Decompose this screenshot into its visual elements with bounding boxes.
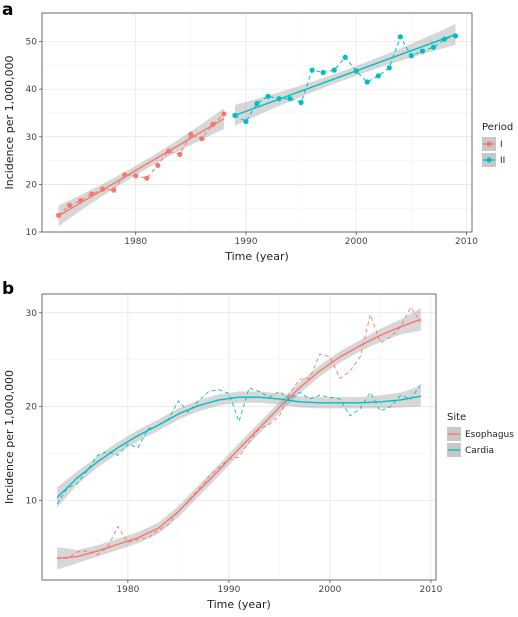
series-ii-point bbox=[397, 34, 403, 40]
y-tick-label: 30 bbox=[26, 309, 38, 319]
plot-area bbox=[56, 306, 422, 570]
series-i-point bbox=[89, 191, 95, 197]
plot-background bbox=[42, 13, 472, 232]
x-tick-label: 1980 bbox=[116, 585, 139, 595]
legend-label: II bbox=[500, 156, 505, 166]
y-tick-label: 30 bbox=[26, 133, 38, 143]
y-axis-title: Incidence per 1,000,000 bbox=[3, 55, 16, 189]
series-ii-point bbox=[254, 100, 260, 107]
plot-background bbox=[42, 294, 436, 580]
series-ii-point bbox=[232, 112, 238, 118]
series-i-point bbox=[122, 172, 128, 178]
series-ii-point bbox=[309, 67, 315, 73]
y-tick-label: 40 bbox=[26, 85, 38, 95]
panel-a-label: a bbox=[2, 0, 13, 20]
series-i-point bbox=[166, 148, 172, 154]
plot-border bbox=[41, 293, 437, 581]
legend-label: I bbox=[500, 140, 503, 150]
legend-title: Site bbox=[447, 412, 466, 423]
y-tick-label: 10 bbox=[26, 228, 38, 238]
plot-area bbox=[55, 23, 459, 227]
series-ii-point bbox=[386, 65, 392, 71]
x-tick-label: 1980 bbox=[124, 237, 147, 247]
x-tick-label: 1990 bbox=[235, 237, 258, 247]
series-i-point bbox=[210, 121, 216, 128]
y-axis-title: Incidence per 1,000,000 bbox=[3, 370, 16, 504]
panel-b-label: b bbox=[2, 279, 14, 299]
series-i-point bbox=[155, 162, 161, 168]
series-ii-point bbox=[353, 68, 359, 74]
series-i-fit-line bbox=[58, 118, 225, 217]
series-i-point bbox=[144, 175, 150, 181]
series-ii-point bbox=[408, 53, 414, 59]
series-ii-point bbox=[265, 93, 271, 99]
x-tick-label: 2000 bbox=[345, 237, 368, 247]
series-i-point bbox=[66, 202, 73, 208]
series-ii-point bbox=[452, 33, 459, 39]
legend-label: Cardia bbox=[465, 446, 494, 456]
x-tick-label: 2000 bbox=[318, 585, 341, 595]
legend-key-ii-point bbox=[486, 157, 492, 163]
y-tick-label: 50 bbox=[26, 38, 38, 48]
series-cardia-smooth-line bbox=[56, 395, 421, 498]
series-i-point bbox=[55, 212, 62, 218]
series-cardia-observed-line bbox=[56, 383, 422, 505]
series-ii-point bbox=[375, 73, 381, 79]
y-tick-label: 20 bbox=[26, 403, 38, 413]
series-ii-point bbox=[298, 99, 304, 106]
series-i-point bbox=[100, 186, 106, 192]
y-tick-label: 10 bbox=[26, 496, 38, 506]
series-ii-point bbox=[276, 96, 282, 102]
series-ii-point bbox=[243, 118, 249, 125]
series-ii-point bbox=[430, 44, 437, 50]
series-i-point bbox=[221, 111, 227, 117]
x-tick-label: 2010 bbox=[419, 585, 442, 595]
y-tick-label: 20 bbox=[26, 180, 38, 190]
legend-label: Esophagus bbox=[465, 430, 514, 440]
series-i-point bbox=[177, 151, 183, 157]
series-esophagus-smooth-line bbox=[57, 318, 422, 560]
series-ii-point bbox=[331, 67, 337, 73]
series-i-observed-line bbox=[58, 113, 225, 216]
series-i-point bbox=[133, 173, 139, 179]
series-i-point bbox=[188, 131, 194, 138]
series-ii-point bbox=[364, 79, 370, 85]
series-i-point bbox=[111, 187, 117, 193]
series-ii-point bbox=[320, 69, 326, 76]
series-ii-point bbox=[441, 36, 448, 42]
series-ii-point bbox=[287, 96, 293, 102]
series-esophagus-observed-line bbox=[57, 306, 422, 559]
x-axis-title: Time (year) bbox=[206, 598, 271, 611]
x-axis-title: Time (year) bbox=[224, 250, 289, 263]
series-i-point bbox=[199, 136, 205, 142]
plot-border bbox=[41, 12, 473, 233]
series-cardia-confidence-band bbox=[57, 385, 421, 508]
x-tick-label: 2010 bbox=[455, 237, 478, 247]
series-ii-fit-line bbox=[234, 33, 456, 117]
series-i-point bbox=[77, 197, 84, 204]
legend-key-i-point bbox=[486, 141, 492, 147]
x-tick-label: 1990 bbox=[217, 585, 240, 595]
series-ii-point bbox=[419, 48, 425, 54]
series-ii-point bbox=[342, 54, 348, 60]
legend-title: Period bbox=[482, 122, 513, 133]
